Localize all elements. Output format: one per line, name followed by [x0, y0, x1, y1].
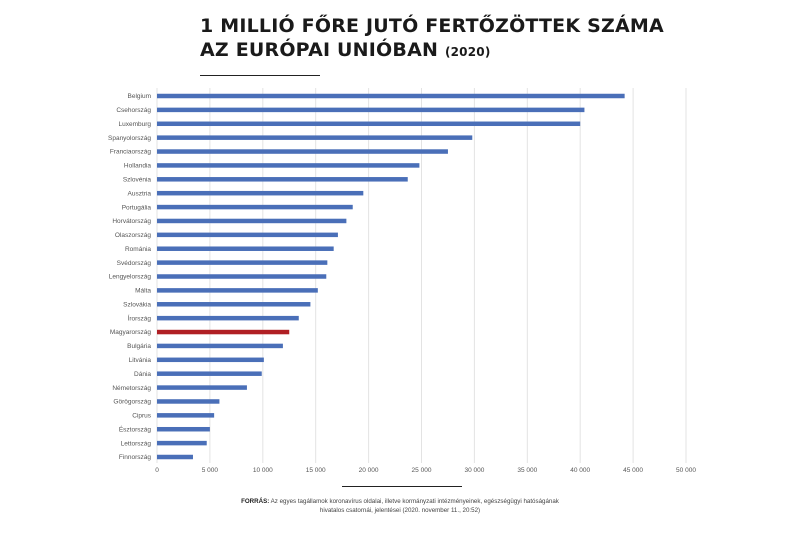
bar: [157, 107, 585, 113]
title-line-1: 1 MILLIÓ FŐRE JUTÓ FERTŐZÖTTEK SZÁMA: [200, 15, 664, 37]
bar: [157, 343, 283, 349]
x-tick-label: 15 000: [306, 467, 326, 474]
bar: [157, 246, 334, 251]
bar: [157, 399, 220, 404]
x-tick-label: 10 000: [253, 467, 273, 474]
category-label: Románia: [125, 246, 151, 253]
bar: [157, 274, 327, 279]
bar: [157, 288, 318, 293]
x-tick-label: 40 000: [570, 467, 590, 474]
source-note: FORRÁS: Az egyes tagállamok koronavírus …: [230, 498, 570, 515]
x-tick-label: 50 000: [676, 467, 696, 474]
category-label: Belgium: [128, 93, 151, 100]
title-line-2-text: AZ EURÓPAI UNIÓBAN: [200, 39, 439, 61]
bar: [157, 163, 420, 168]
bar: [157, 315, 299, 321]
x-tick-label: 5 000: [202, 467, 219, 474]
x-tick-label: 0: [155, 467, 159, 474]
bar: [157, 149, 448, 154]
category-label: Finnország: [119, 454, 152, 461]
category-label: Ciprus: [132, 413, 152, 420]
bar: [157, 190, 364, 196]
category-label: Spanyolország: [108, 135, 151, 142]
category-label: Ausztria: [128, 190, 152, 197]
category-label: Portugália: [122, 204, 152, 211]
bar: [157, 232, 338, 238]
bar: [157, 426, 210, 432]
category-label: Lettország: [121, 440, 152, 447]
bar: [157, 413, 215, 418]
bar: [157, 121, 581, 127]
category-label: Luxemburg: [118, 121, 151, 128]
category-label: Szlovénia: [123, 177, 152, 184]
category-label: Málta: [135, 288, 151, 295]
category-label: Bulgária: [127, 343, 151, 350]
source-text: Az egyes tagállamok koronavírus oldalai,…: [270, 498, 559, 514]
category-label: Csehország: [116, 107, 151, 114]
bar: [157, 177, 408, 182]
bar: [157, 440, 207, 446]
bar: [157, 385, 247, 390]
bar: [157, 454, 193, 460]
bar: [157, 93, 625, 99]
category-label: Lengyelország: [109, 274, 152, 281]
category-label: Svédország: [117, 260, 152, 267]
title-line-2: AZ EURÓPAI UNIÓBAN (2020): [200, 38, 664, 64]
bar: [157, 260, 328, 265]
category-label: Hollandia: [124, 163, 151, 170]
bar: [157, 371, 262, 376]
category-label: Franciaország: [110, 149, 152, 156]
category-label: Litvánia: [129, 357, 152, 364]
category-label: Görögország: [113, 399, 151, 406]
bar: [157, 204, 353, 210]
x-tick-label: 30 000: [464, 467, 484, 474]
bar: [157, 135, 473, 140]
bar: [157, 218, 347, 224]
category-label: Szlovákia: [123, 301, 151, 308]
source-divider: [342, 486, 462, 487]
bar: [157, 357, 264, 363]
chart-title: 1 MILLIÓ FŐRE JUTÓ FERTŐZÖTTEK SZÁMA AZ …: [200, 14, 664, 64]
source-label: FORRÁS:: [241, 498, 270, 505]
category-label: Németország: [112, 385, 151, 392]
title-year: (2020): [444, 45, 491, 59]
category-label: Magyarország: [110, 329, 152, 336]
title-divider: [200, 75, 320, 76]
category-label: Észtország: [119, 424, 152, 433]
category-label: Horvátország: [112, 218, 151, 225]
x-tick-label: 35 000: [517, 467, 537, 474]
x-tick-label: 20 000: [359, 467, 379, 474]
x-tick-label: 45 000: [623, 467, 643, 474]
bar: [157, 302, 311, 307]
category-label: Írország: [128, 313, 152, 322]
category-label: Dánia: [134, 371, 151, 378]
bar-highlight: [157, 329, 290, 335]
category-label: Olaszország: [115, 232, 152, 239]
x-tick-label: 25 000: [412, 467, 432, 474]
